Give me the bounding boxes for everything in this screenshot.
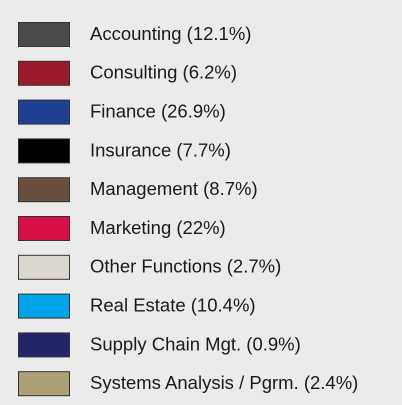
legend-label: Supply Chain Mgt. (0.9%) bbox=[90, 333, 301, 354]
legend-label: Accounting (12.1%) bbox=[90, 23, 251, 44]
legend-swatch bbox=[18, 254, 70, 280]
legend-swatch bbox=[18, 60, 70, 86]
legend-label: Real Estate (10.4%) bbox=[90, 294, 256, 315]
legend-swatch bbox=[18, 99, 70, 125]
legend-label: Other Functions (2.7%) bbox=[90, 256, 281, 277]
legend-label: Consulting (6.2%) bbox=[90, 62, 237, 83]
legend-label: Systems Analysis / Pgrm. (2.4%) bbox=[90, 372, 358, 393]
legend-swatch bbox=[18, 22, 70, 47]
legend-label: Marketing (22%) bbox=[90, 217, 226, 238]
legend-swatch bbox=[18, 293, 70, 319]
legend-swatch bbox=[18, 371, 70, 397]
legend-swatch bbox=[18, 216, 70, 241]
legend-swatch bbox=[18, 138, 70, 164]
legend-label: Management (8.7%) bbox=[90, 178, 258, 199]
legend-swatch bbox=[18, 332, 70, 358]
legend-label: Finance (26.9%) bbox=[90, 100, 226, 121]
legend-swatch bbox=[18, 177, 70, 203]
legend-label: Insurance (7.7%) bbox=[90, 139, 231, 160]
